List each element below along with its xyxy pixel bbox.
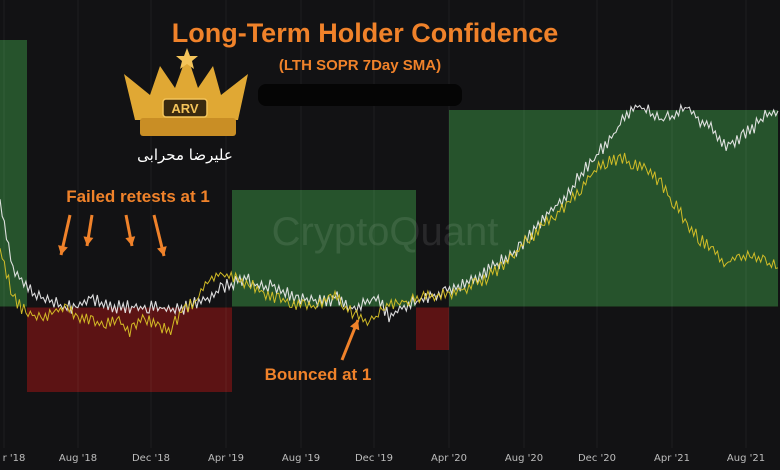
zone-below-1 (27, 307, 232, 392)
arrow-head (83, 236, 94, 246)
arrow-head (125, 236, 136, 246)
arrow-head (157, 246, 167, 256)
zone-above-3 (449, 110, 778, 307)
series-group (0, 103, 779, 338)
x-tick-label: Dec '20 (578, 453, 616, 464)
chart-subtitle: (LTH SOPR 7Day SMA) (279, 57, 441, 74)
arrow-head (350, 320, 360, 331)
annotation-failed-retests: Failed retests at 1 (66, 187, 210, 206)
x-tick-label: Aug '18 (59, 453, 97, 464)
chart-title: Long-Term Holder Confidence (172, 18, 559, 48)
crown-star (176, 48, 198, 69)
signature: علیرضا محرابی (137, 146, 233, 164)
crown-shape (124, 55, 248, 120)
x-tick-label: Apr '19 (208, 453, 244, 464)
series-line-white (0, 103, 779, 323)
annotation-bounced: Bounced at 1 (265, 365, 372, 384)
arrow-head (58, 245, 68, 255)
x-tick-label: r '18 (3, 453, 26, 464)
series-line-yellow (0, 152, 779, 338)
crown-logo: ARV (124, 48, 248, 136)
crown-band (140, 118, 236, 136)
redaction-bar (258, 84, 462, 106)
x-tick-label: Aug '19 (282, 453, 320, 464)
annotation-arrows (58, 214, 360, 361)
x-tick-label: Aug '21 (727, 453, 765, 464)
x-axis: r '18 Aug '18 Dec '18 Apr '19 Aug '19 Dec '19… (3, 453, 765, 464)
watermark: CryptoQuant (272, 210, 499, 254)
gridlines (3, 0, 747, 448)
x-tick-label: Apr '21 (654, 453, 690, 464)
x-tick-label: Aug '20 (505, 453, 543, 464)
x-tick-label: Dec '18 (132, 453, 170, 464)
crown-plate (162, 98, 208, 118)
zone-below-2 (416, 307, 449, 350)
x-tick-label: Dec '19 (355, 453, 393, 464)
crown-logo-text: ARV (171, 101, 199, 116)
x-tick-label: Apr '20 (431, 453, 467, 464)
